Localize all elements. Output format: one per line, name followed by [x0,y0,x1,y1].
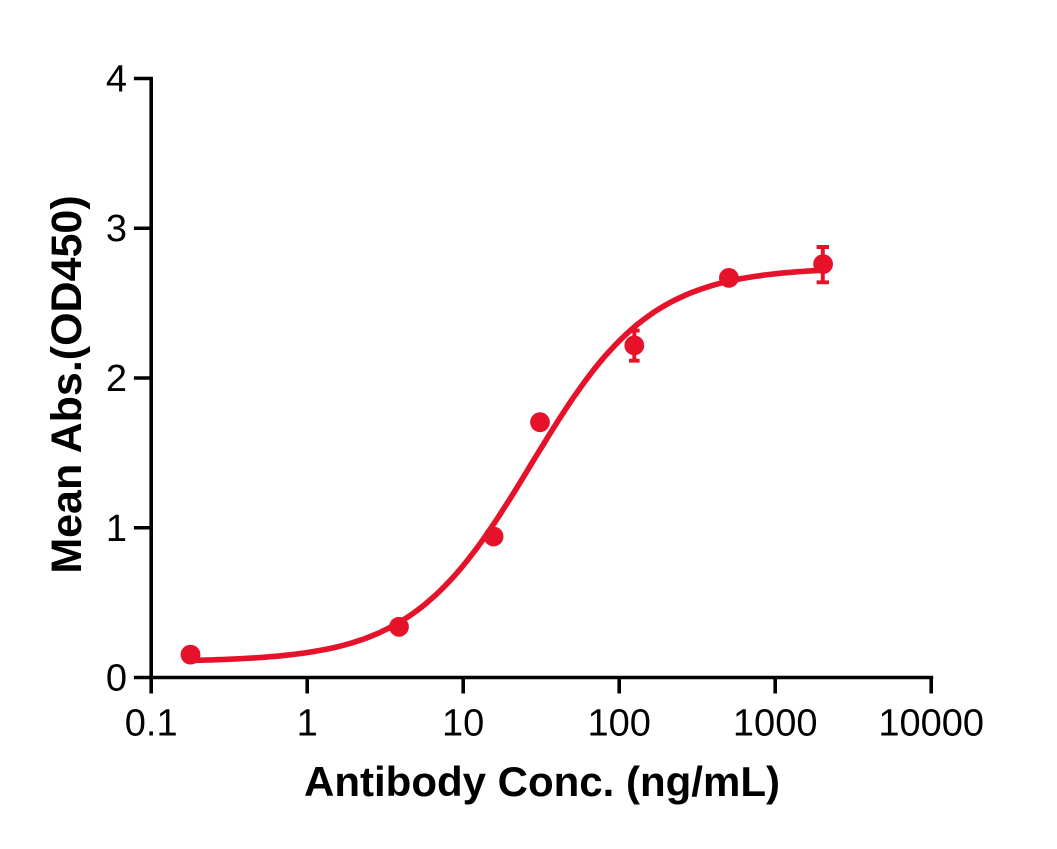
svg-text:10000: 10000 [878,703,984,745]
svg-text:3: 3 [106,208,127,250]
svg-text:1: 1 [106,508,127,550]
svg-text:1: 1 [297,703,318,745]
svg-text:0: 0 [106,658,127,700]
svg-text:1000: 1000 [733,703,818,745]
svg-text:Antibody Conc. (ng/mL): Antibody Conc. (ng/mL) [304,758,780,805]
svg-text:0.1: 0.1 [125,703,178,745]
svg-text:100: 100 [587,703,650,745]
svg-text:4: 4 [106,59,127,101]
svg-text:2: 2 [106,358,127,400]
svg-text:10: 10 [442,703,484,745]
svg-text:Mean Abs.(OD450): Mean Abs.(OD450) [43,195,91,573]
